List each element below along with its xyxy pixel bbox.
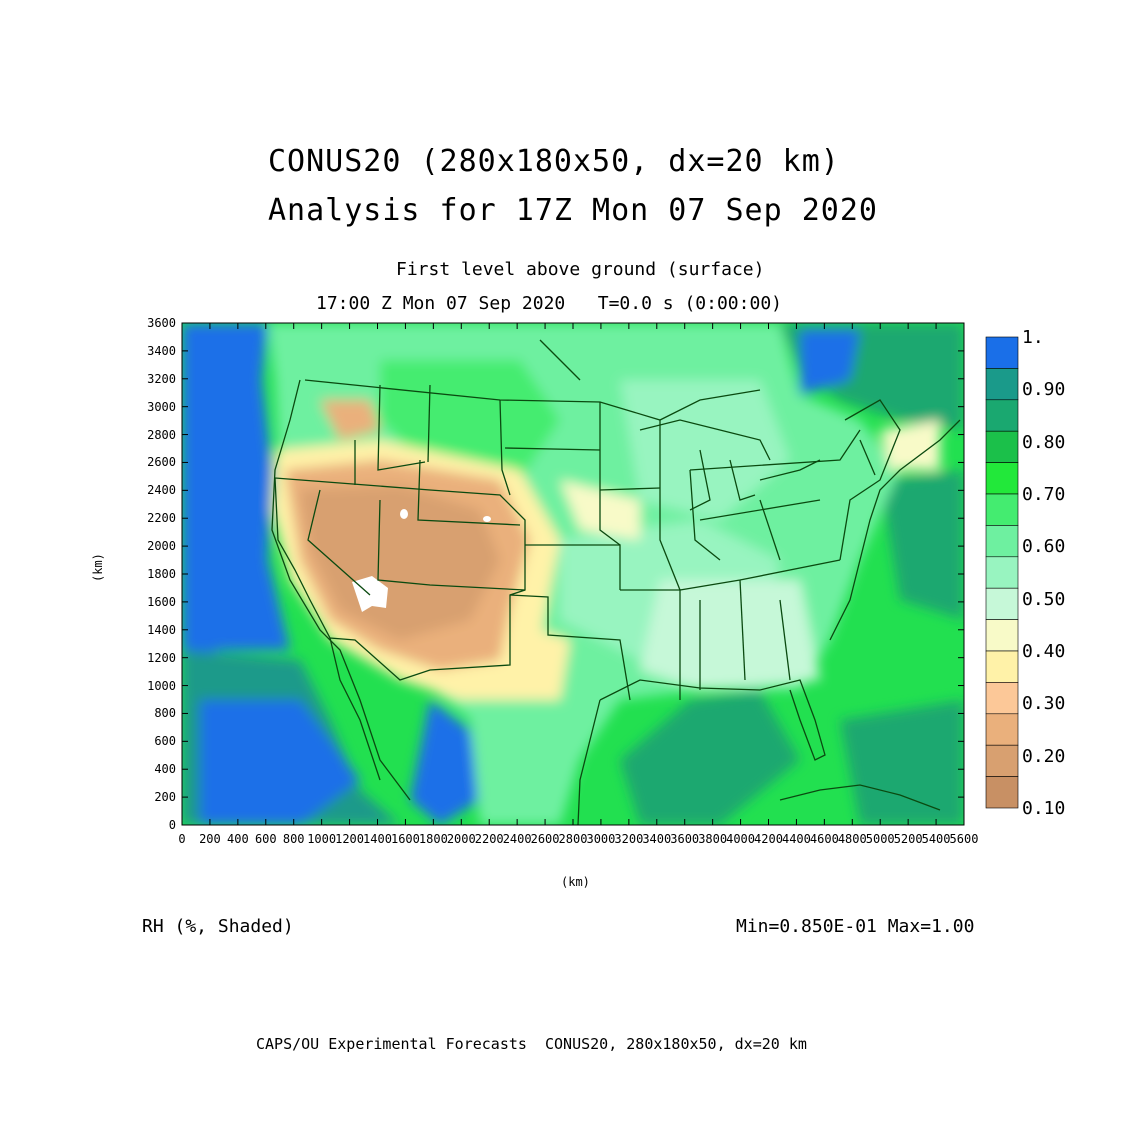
colorbar-label: 0.80 — [1022, 431, 1066, 453]
y-tick-label: 1800 — [147, 567, 176, 581]
title-line-2: Analysis for 17Z Mon 07 Sep 2020 — [268, 193, 878, 228]
colorbar-label: 0.60 — [1022, 536, 1066, 558]
colorbar-label: 0.10 — [1022, 798, 1066, 819]
y-tick-label: 800 — [154, 706, 176, 721]
colorbar-swatch — [985, 650, 1019, 683]
subtitle-time: 17:00 Z Mon 07 Sep 2020 T=0.0 s (0:00:00… — [316, 293, 782, 314]
colorbar — [985, 336, 1019, 809]
x-tick-label: 1600 — [390, 832, 420, 846]
x-tick-label: 4400 — [781, 832, 811, 846]
colorbar-swatch — [985, 399, 1019, 432]
x-tick-label: 2600 — [530, 832, 560, 846]
y-tick-label: 2000 — [147, 539, 176, 554]
x-tick-label: 4200 — [754, 832, 783, 846]
y-tick-label: 1400 — [147, 622, 176, 637]
x-tick-label: 5200 — [893, 832, 923, 846]
y-axis-label: (km) — [91, 553, 105, 582]
x-tick-label: 2400 — [502, 832, 532, 846]
x-tick-label: 5600 — [949, 832, 979, 846]
x-tick-label: 4600 — [809, 832, 839, 846]
colorbar-swatch — [985, 430, 1019, 463]
colorbar-swatch — [985, 462, 1019, 495]
x-tick-label: 1000 — [307, 832, 337, 846]
colorbar-label: 1. — [1022, 327, 1044, 348]
colorbar-swatch — [985, 525, 1019, 558]
y-tick-label: 600 — [154, 734, 176, 749]
colorbar-swatch — [985, 682, 1019, 715]
y-tick-label: 400 — [154, 762, 176, 777]
colorbar-swatch — [985, 368, 1019, 401]
x-tick-label: 2000 — [446, 832, 476, 846]
x-tick-label: 200 — [199, 832, 221, 846]
y-tick-label: 2800 — [147, 427, 176, 442]
x-tick-label: 3800 — [698, 832, 728, 846]
y-tick-label: 2600 — [147, 455, 176, 470]
colorbar-swatch — [985, 619, 1019, 652]
colorbar-label: 0.70 — [1022, 484, 1066, 505]
x-tick-label: 1200 — [335, 832, 365, 846]
y-tick-label: 3400 — [147, 343, 176, 358]
x-tick-label: 3200 — [614, 832, 644, 846]
x-tick-label: 0 — [178, 832, 186, 846]
field-label: RH (%, Shaded) — [142, 916, 294, 937]
y-tick-label: 3600 — [147, 316, 176, 330]
y-tick-label: 3200 — [147, 371, 176, 386]
y-tick-label: 1200 — [147, 650, 176, 665]
x-axis-label: (km) — [561, 875, 590, 889]
colorbar-swatch — [985, 713, 1019, 746]
credit-line: CAPS/OU Experimental Forecasts CONUS20, … — [256, 1035, 807, 1053]
y-tick-label: 0 — [168, 818, 176, 832]
title-line-1: CONUS20 (280x180x50, dx=20 km) — [268, 144, 840, 179]
colorbar-swatch — [985, 744, 1019, 777]
y-tick-label: 2200 — [147, 511, 176, 526]
x-tick-label: 800 — [282, 832, 305, 846]
colorbar-label: 0.50 — [1022, 588, 1066, 610]
colorbar-swatch — [985, 556, 1019, 589]
colorbar-swatch — [985, 587, 1019, 620]
y-tick-label: 200 — [154, 790, 176, 805]
x-tick-label: 600 — [254, 832, 277, 846]
rh-field — [182, 323, 964, 825]
x-tick-label: 4800 — [837, 832, 867, 846]
colorbar-swatch — [985, 493, 1019, 526]
x-tick-label: 5400 — [921, 832, 951, 846]
x-tick-label: 3000 — [586, 832, 616, 846]
colorbar-label: 0.90 — [1022, 379, 1066, 401]
y-tick-label: 1600 — [147, 594, 176, 609]
min-max-label: Min=0.850E-01 Max=1.00 — [736, 916, 975, 937]
x-tick-label: 4000 — [726, 832, 756, 846]
colorbar-swatch — [985, 336, 1019, 369]
x-tick-label: 400 — [227, 832, 249, 846]
x-tick-label: 3600 — [670, 832, 700, 846]
colorbar-swatch — [985, 776, 1019, 809]
subtitle-level: First level above ground (surface) — [396, 259, 765, 280]
x-tick-label: 3400 — [642, 832, 672, 846]
x-tick-label: 1400 — [363, 832, 392, 846]
y-tick-label: 2400 — [147, 483, 176, 498]
y-tick-label: 1000 — [147, 678, 176, 693]
x-tick-label: 1800 — [418, 832, 448, 846]
x-tick-label: 2800 — [558, 832, 588, 846]
y-tick-label: 3000 — [147, 399, 176, 414]
x-tick-label: 5000 — [865, 832, 895, 846]
boundaries — [271, 339, 961, 825]
x-tick-label: 2200 — [474, 832, 504, 846]
colorbar-label: 0.20 — [1022, 745, 1066, 767]
colorbar-label: 0.30 — [1022, 693, 1066, 715]
colorbar-label: 0.40 — [1022, 641, 1066, 662]
